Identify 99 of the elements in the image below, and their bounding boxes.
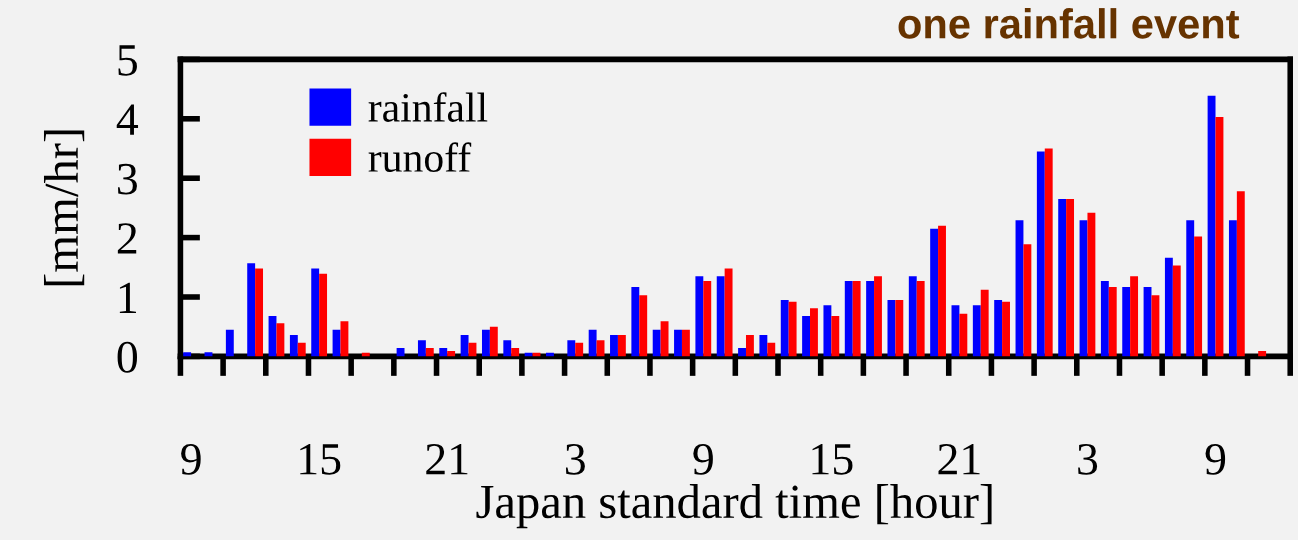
- x-tick-label: 15: [300, 444, 341, 475]
- bar: [481, 329, 490, 357]
- bar: [1066, 198, 1075, 357]
- bar: [460, 335, 469, 357]
- x-tick-label: 3: [565, 443, 585, 475]
- bar: [759, 335, 768, 357]
- bar: [745, 335, 754, 357]
- bar: [972, 305, 981, 357]
- bar: [631, 286, 640, 357]
- bar: [802, 316, 811, 357]
- bar: [681, 329, 690, 357]
- bar: [1122, 286, 1131, 357]
- bar: [916, 280, 925, 357]
- bar: [874, 276, 882, 357]
- bar: [1002, 301, 1010, 357]
- bar: [503, 340, 512, 357]
- bar: [738, 348, 746, 357]
- x-tick-label: 21: [426, 443, 468, 475]
- bar: [617, 335, 626, 357]
- bar: [652, 329, 661, 357]
- bar: [1130, 276, 1139, 357]
- bar: [1172, 265, 1181, 357]
- bar: [852, 280, 861, 357]
- bar: [1023, 244, 1032, 357]
- bar: [396, 348, 405, 357]
- bar: [439, 348, 448, 357]
- bar: [1236, 191, 1245, 357]
- bar: [297, 342, 306, 357]
- x-axis-title: Japan standard time [hour]: [476, 484, 992, 529]
- bar: [255, 268, 264, 357]
- bar: [417, 340, 426, 357]
- y-axis-title: [mm/hr]: [43, 130, 85, 286]
- bar: [1194, 236, 1203, 357]
- bar: [844, 280, 853, 357]
- y-tick-label: 3: [118, 163, 137, 195]
- bar: [1228, 220, 1237, 357]
- x-tick-label: 9: [1205, 443, 1226, 475]
- bar: [1044, 148, 1053, 357]
- bar: [887, 299, 896, 357]
- bar: [183, 352, 192, 357]
- bar: [959, 313, 968, 357]
- bar: [225, 329, 234, 357]
- x-tick-label: 21: [938, 443, 980, 475]
- legend-label: runoff: [368, 142, 472, 173]
- bar: [1186, 220, 1195, 357]
- bar: [908, 276, 917, 357]
- y-tick-label: 0: [117, 341, 138, 373]
- bar: [1100, 280, 1109, 357]
- bar: [724, 268, 733, 357]
- bar: [639, 295, 648, 357]
- y-tick-label: 4: [116, 104, 139, 135]
- bar: [1258, 351, 1267, 357]
- bar: [866, 280, 875, 357]
- bar: [994, 299, 1003, 357]
- bar: [831, 316, 840, 357]
- bar: [1108, 286, 1117, 357]
- legend-label: rainfall: [368, 92, 488, 122]
- bar: [788, 301, 797, 357]
- x-tick-label: 9: [181, 443, 201, 475]
- y-tick-label: 5: [118, 45, 137, 76]
- bar: [425, 348, 434, 357]
- chart-title: one rainfall event: [898, 8, 1240, 39]
- bar: [247, 263, 256, 357]
- bar: [716, 276, 725, 357]
- bar: [1036, 151, 1045, 357]
- bar: [938, 225, 946, 357]
- bar: [447, 351, 456, 357]
- bar: [610, 335, 618, 357]
- x-tick-label: 15: [812, 444, 853, 475]
- bar: [695, 276, 704, 357]
- bar: [895, 299, 904, 357]
- bar: [767, 342, 776, 357]
- bar: [674, 329, 682, 357]
- bar: [703, 280, 712, 357]
- y-tick-label: 1: [119, 282, 137, 313]
- bar: [489, 326, 498, 357]
- bar: [340, 321, 349, 357]
- bar: [930, 228, 939, 357]
- bar: [311, 268, 320, 357]
- bar: [823, 305, 832, 357]
- bar: [660, 321, 669, 357]
- bar: [1207, 95, 1216, 357]
- bar: [810, 308, 818, 357]
- bar: [567, 340, 576, 357]
- bar: [1058, 198, 1067, 357]
- bar: [276, 323, 285, 357]
- bar: [319, 273, 328, 357]
- x-tick-label: 9: [693, 443, 713, 475]
- bar: [780, 299, 789, 357]
- bar: [511, 348, 520, 357]
- bar: [289, 335, 298, 357]
- bar: [588, 329, 597, 357]
- bar: [1151, 295, 1160, 357]
- bar: [1164, 257, 1173, 357]
- x-tick-label: 3: [1078, 443, 1098, 475]
- bar: [980, 289, 989, 357]
- bar: [575, 342, 584, 357]
- y-tick-label: 2: [117, 223, 137, 254]
- bar: [1087, 212, 1096, 357]
